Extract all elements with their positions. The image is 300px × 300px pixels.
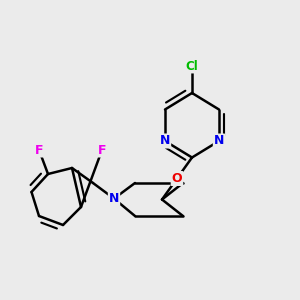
Text: O: O <box>172 172 182 185</box>
Text: F: F <box>35 143 43 157</box>
Text: N: N <box>160 134 170 148</box>
Text: F: F <box>98 143 106 157</box>
Text: N: N <box>214 134 224 148</box>
Text: Cl: Cl <box>186 59 198 73</box>
Text: N: N <box>109 192 119 205</box>
